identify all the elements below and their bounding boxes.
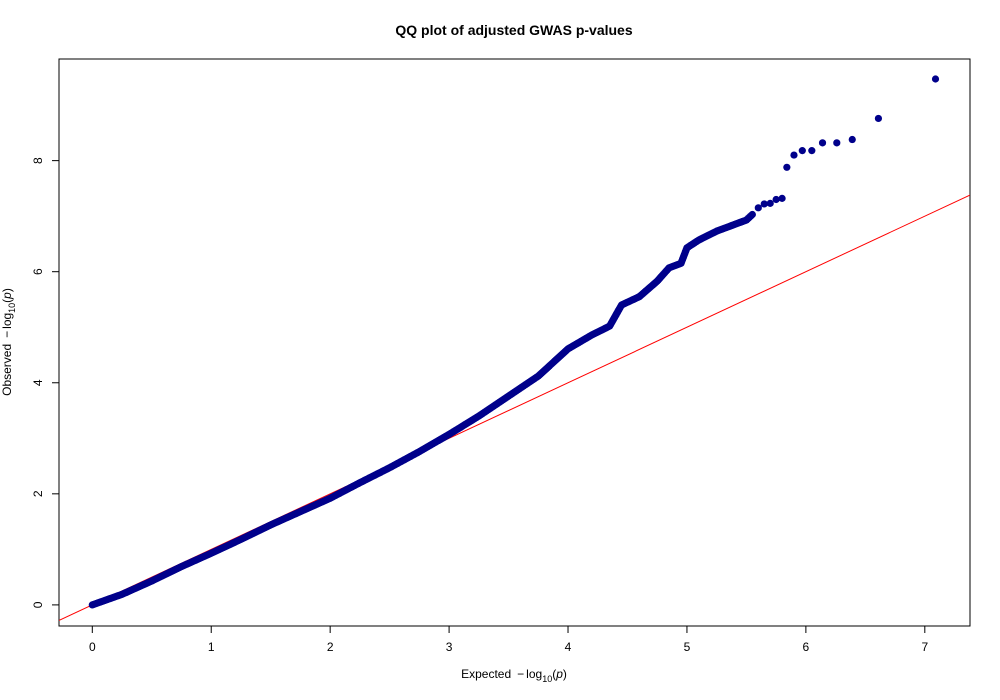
- data-point-541: [790, 151, 798, 159]
- y-axis: 0 2 4 6 8: [31, 157, 60, 608]
- data-point-542: [798, 147, 806, 155]
- y-axis-label-prefix: Observed: [0, 344, 14, 396]
- x-tick-label-4: 4: [565, 640, 572, 654]
- y-axis-label-open: (: [0, 299, 14, 303]
- x-axis-label-minus: −: [517, 667, 524, 681]
- x-axis-label-open: (: [552, 667, 556, 681]
- data-point-540: [783, 163, 791, 171]
- x-tick-label-7: 7: [921, 640, 928, 654]
- data-point-543: [808, 147, 816, 155]
- x-axis-label: Expected − log10(p): [461, 667, 567, 684]
- x-tick-label-2: 2: [327, 640, 334, 654]
- data-point-536: [760, 200, 768, 208]
- data-point-535: [754, 204, 762, 212]
- y-tick-label-4: 8: [31, 157, 45, 164]
- plot-frame: [58, 58, 971, 627]
- x-tick-label-3: 3: [446, 640, 453, 654]
- data-point-534: [748, 210, 756, 219]
- y-axis-label-close: ): [0, 288, 14, 292]
- x-tick-label-6: 6: [803, 640, 810, 654]
- x-tick-label-1: 1: [208, 640, 215, 654]
- y-tick-label-1: 2: [31, 490, 45, 497]
- x-tick-label-0: 0: [89, 640, 96, 654]
- data-point-539: [778, 194, 786, 202]
- x-axis: 0 1 2 3 4 5 6 7: [89, 625, 928, 654]
- x-axis-label-prefix: Expected: [461, 667, 511, 681]
- data-point-537: [766, 199, 774, 207]
- data-point-538: [772, 195, 780, 204]
- x-axis-label-close: ): [563, 667, 567, 681]
- y-tick-label-3: 6: [31, 268, 45, 275]
- y-axis-label: Observed − log10(p): [0, 288, 17, 396]
- y-axis-label-var: p: [0, 292, 14, 300]
- x-axis-label-sub: 10: [542, 674, 552, 684]
- x-axis-label-var: p: [555, 667, 563, 681]
- y-axis-label-sub: 10: [7, 303, 17, 313]
- data-layer: [59, 75, 970, 621]
- y-axis-label-minus: −: [0, 331, 14, 338]
- data-point-548: [931, 75, 940, 83]
- data-point-545: [833, 139, 841, 147]
- chart-title: QQ plot of adjusted GWAS p-values: [395, 22, 632, 38]
- data-point-546: [848, 135, 856, 144]
- y-tick-label-2: 4: [31, 379, 45, 386]
- y-tick-label-0: 0: [31, 601, 45, 608]
- points-layer: [88, 75, 940, 609]
- data-point-547: [874, 114, 883, 123]
- y-axis-label-log: log: [0, 313, 14, 329]
- x-axis-label-log: log: [526, 667, 542, 681]
- data-point-544: [818, 139, 827, 147]
- x-tick-label-5: 5: [684, 640, 691, 654]
